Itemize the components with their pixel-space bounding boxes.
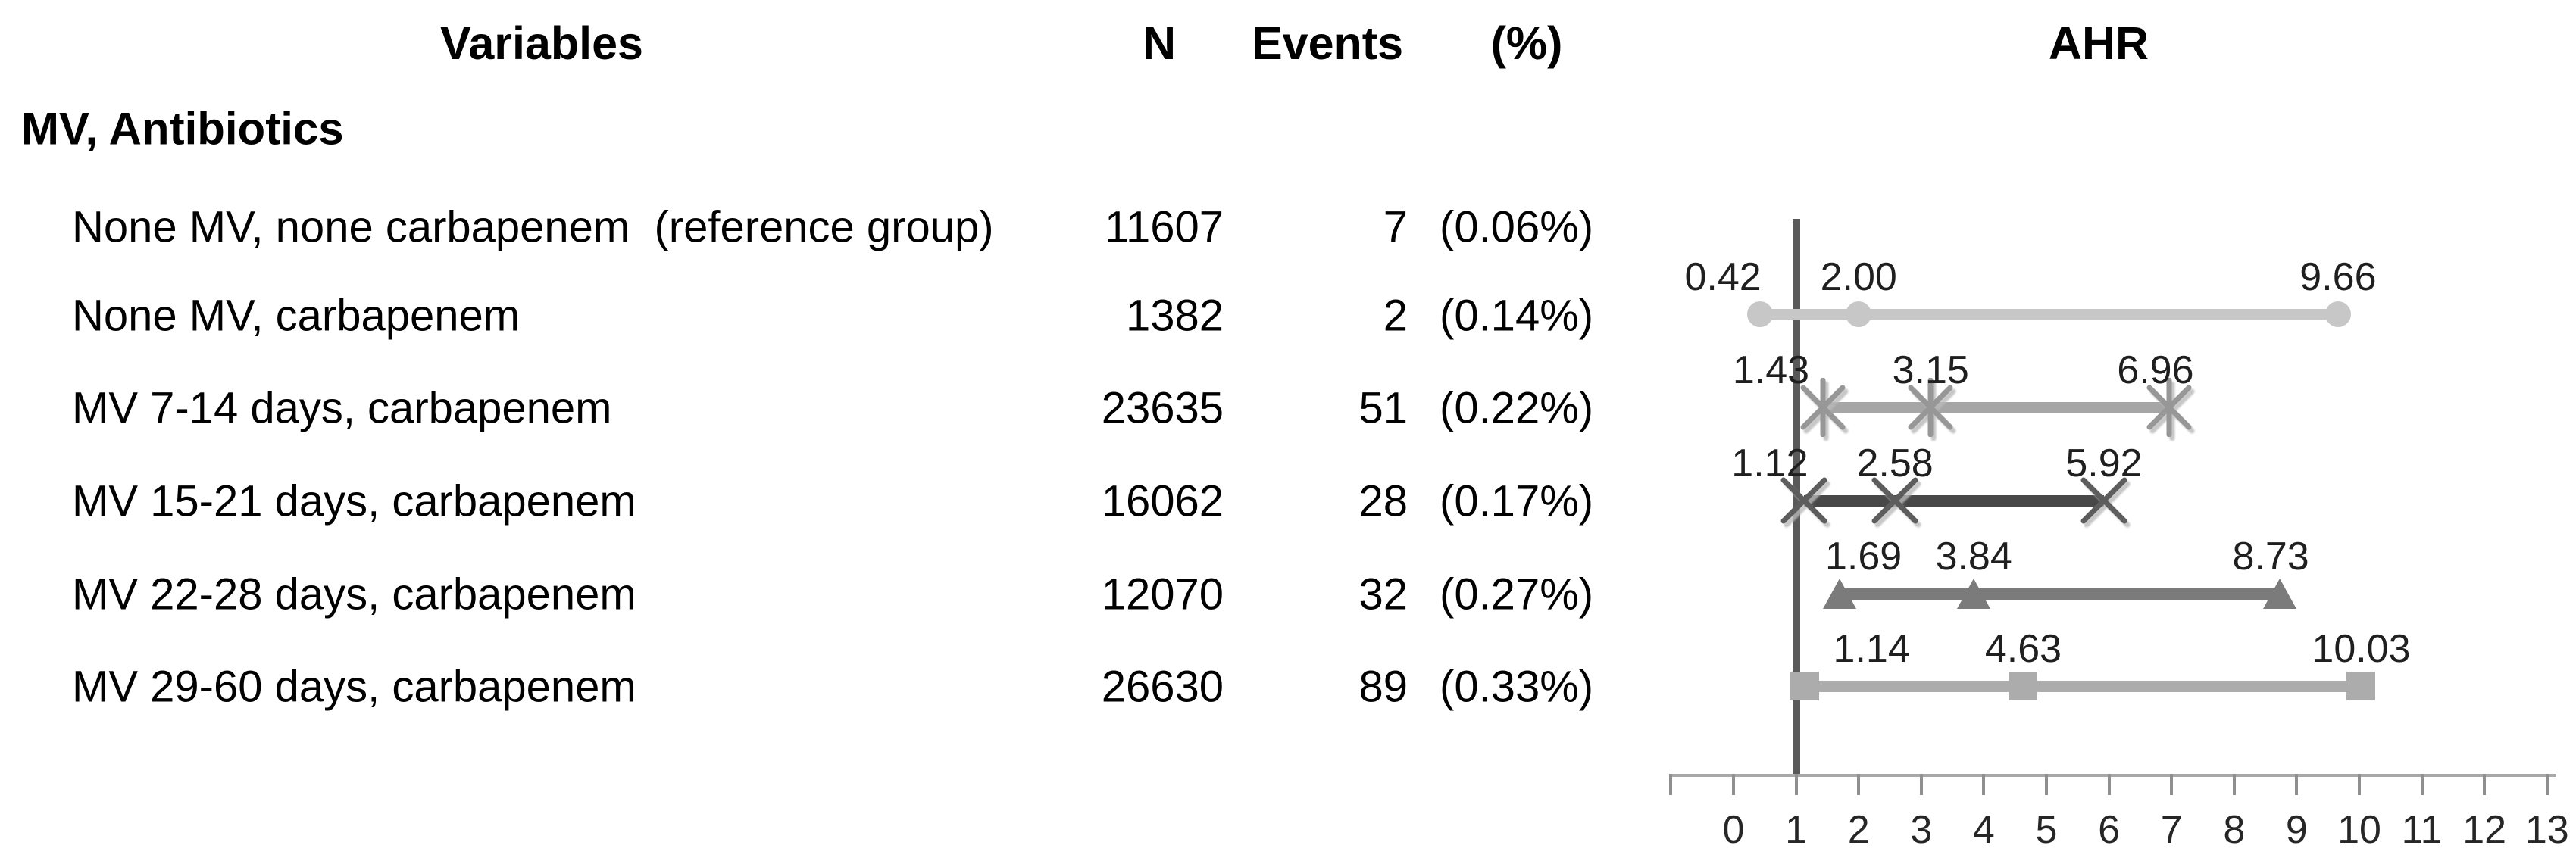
- row-events-value: 28: [1358, 476, 1408, 526]
- marker-xmark: [1866, 472, 1924, 529]
- chart-title-ahr: AHR: [2048, 17, 2149, 69]
- row-variable-label: MV 7-14 days, carbapenem: [72, 383, 612, 433]
- point-label: 1.12: [1731, 441, 1809, 485]
- marker-asterisk: [2140, 377, 2199, 438]
- marker-xmark: [1775, 472, 1833, 529]
- row-events-value: 51: [1358, 383, 1408, 433]
- series-line: [1803, 494, 2104, 507]
- x-axis-tick: [2045, 774, 2048, 795]
- series-line: [1839, 588, 2281, 600]
- row-pct-value: (0.06%): [1440, 202, 1594, 252]
- marker-asterisk: [1793, 377, 1852, 438]
- point-label: 4.63: [1984, 627, 2062, 671]
- row-variable-label: MV 22-28 days, carbapenem: [72, 569, 636, 619]
- x-axis-tick-label: 8: [2223, 808, 2246, 852]
- x-axis-tick: [1857, 774, 1861, 795]
- marker-circle: [1746, 301, 1774, 328]
- x-axis-tick-label: 0: [1722, 808, 1745, 852]
- x-axis-tick: [2358, 774, 2361, 795]
- marker-square: [2346, 672, 2376, 700]
- x-axis-tick: [1732, 774, 1735, 795]
- x-axis-tick: [1794, 774, 1798, 795]
- marker-triangle: [2263, 579, 2297, 609]
- x-axis-line: [1669, 774, 2556, 777]
- point-label: 9.66: [2299, 255, 2377, 299]
- marker-square: [2009, 672, 2038, 700]
- point-label: 8.73: [2232, 535, 2309, 579]
- point-label: 1.69: [1824, 535, 1902, 579]
- point-label: 2.58: [1856, 441, 1934, 485]
- marker-circle: [1845, 301, 1872, 328]
- row-n-value: 12070: [1101, 569, 1224, 619]
- column-header-events: Events: [1251, 17, 1404, 69]
- x-axis-tick-label: 10: [2337, 808, 2381, 852]
- column-header-pct: (%): [1490, 17, 1563, 69]
- x-axis-tick-label: 11: [2401, 808, 2443, 852]
- row-variable-label: None MV, none carbapenem (reference grou…: [72, 202, 994, 252]
- x-axis-tick: [2483, 774, 2487, 795]
- x-axis-tick-label: 6: [2098, 808, 2121, 852]
- row-variable-label: None MV, carbapenem: [72, 291, 521, 341]
- point-label: 5.92: [2065, 441, 2143, 485]
- row-events-value: 32: [1358, 569, 1408, 619]
- row-n-value: 1382: [1125, 291, 1224, 341]
- point-label: 10.03: [2312, 627, 2411, 671]
- point-label: 1.43: [1732, 348, 1810, 392]
- x-axis-tick: [2295, 774, 2299, 795]
- marker-triangle: [1822, 579, 1856, 609]
- row-pct-value: (0.27%): [1440, 569, 1594, 619]
- x-axis-tick: [1669, 774, 1673, 795]
- series-line: [1823, 401, 2169, 413]
- x-axis-tick: [2107, 774, 2111, 795]
- column-header-n: N: [1142, 17, 1177, 69]
- section-title: MV, Antibiotics: [21, 103, 344, 154]
- marker-asterisk: [1901, 377, 1960, 438]
- row-events-value: 89: [1358, 662, 1408, 712]
- x-axis-tick: [1982, 774, 1986, 795]
- marker-square: [1790, 672, 1820, 700]
- x-axis-tick: [1919, 774, 1923, 795]
- row-n-value: 26630: [1101, 662, 1224, 712]
- column-header-variables: Variables: [440, 17, 643, 69]
- point-label: 6.96: [2117, 348, 2194, 392]
- x-axis-tick-label: 4: [1972, 808, 1995, 852]
- x-axis-tick: [2232, 774, 2236, 795]
- row-n-value: 11607: [1105, 202, 1224, 252]
- marker-xmark: [2075, 472, 2133, 529]
- row-pct-value: (0.14%): [1440, 291, 1594, 341]
- point-label: 1.14: [1833, 627, 1910, 671]
- row-pct-value: (0.22%): [1440, 383, 1594, 433]
- x-axis-tick-label: 12: [2462, 808, 2507, 852]
- row-variable-label: MV 29-60 days, carbapenem: [72, 662, 636, 712]
- row-pct-value: (0.33%): [1440, 662, 1594, 712]
- point-label: 3.84: [1935, 535, 2012, 579]
- x-axis-tick-label: 5: [2035, 808, 2058, 852]
- x-axis-tick-label: 3: [1910, 808, 1933, 852]
- row-n-value: 23635: [1101, 383, 1224, 433]
- x-axis-tick-label: 2: [1847, 808, 1870, 852]
- x-axis-tick: [2170, 774, 2174, 795]
- point-label: 2.00: [1820, 255, 1897, 299]
- x-axis-tick-label: 1: [1785, 808, 1808, 852]
- series-line: [1805, 680, 2362, 692]
- x-axis-tick: [2420, 774, 2424, 795]
- row-events-value: 7: [1383, 202, 1408, 252]
- row-n-value: 16062: [1101, 476, 1224, 526]
- marker-circle: [2324, 301, 2352, 328]
- row-pct-value: (0.17%): [1440, 476, 1594, 526]
- series-line: [1759, 308, 2338, 320]
- row-variable-label: MV 15-21 days, carbapenem: [72, 476, 636, 526]
- point-label: 3.15: [1892, 348, 1969, 392]
- x-axis-tick-label: 7: [2160, 808, 2183, 852]
- point-label: 0.42: [1684, 255, 1762, 299]
- row-events-value: 2: [1383, 291, 1408, 341]
- x-axis-tick: [2545, 774, 2549, 795]
- marker-triangle: [1957, 579, 1991, 609]
- x-axis-tick-label: 9: [2285, 808, 2308, 852]
- x-axis-tick-label: 13: [2524, 808, 2569, 852]
